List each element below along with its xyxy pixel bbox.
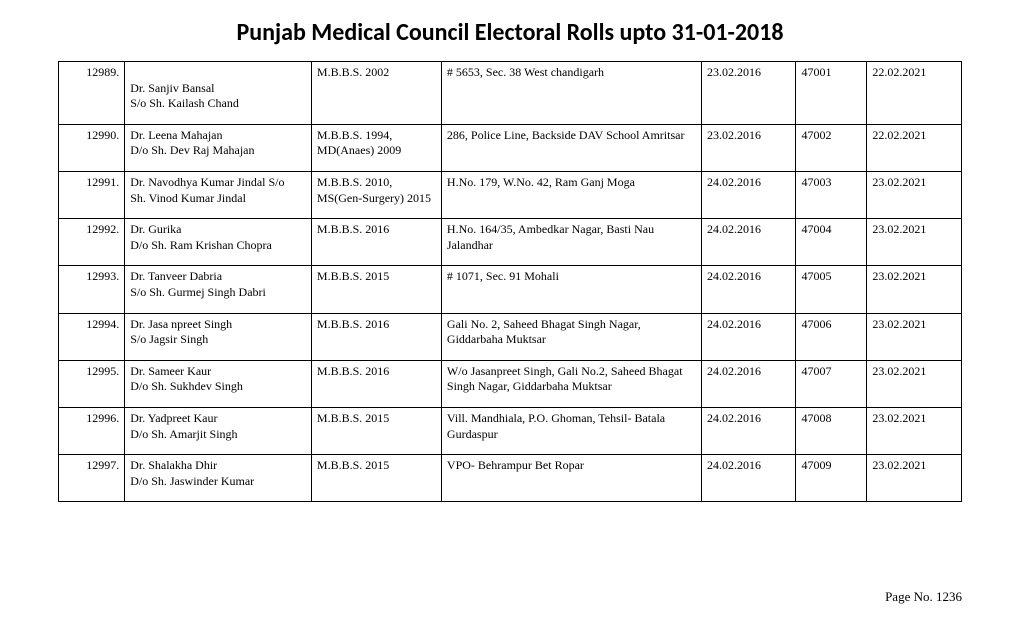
table-row: 12996.Dr. Yadpreet KaurD/o Sh. Amarjit S… (59, 407, 962, 454)
cell-num: 47004 (796, 219, 867, 266)
cell-num: 47006 (796, 313, 867, 360)
table-row: 12993.Dr. Tanveer DabriaS/o Sh. Gurmej S… (59, 266, 962, 313)
cell-qual: M.B.B.S. 2015 (311, 455, 441, 502)
cell-qual: M.B.B.S. 2016 (311, 360, 441, 407)
cell-d1: 24.02.2016 (701, 407, 796, 454)
cell-addr: Vill. Mandhiala, P.O. Ghoman, Tehsil- Ba… (441, 407, 701, 454)
page: Punjab Medical Council Electoral Rolls u… (0, 0, 1020, 619)
cell-qual: M.B.B.S. 2015 (311, 266, 441, 313)
cell-d2: 23.02.2021 (867, 266, 962, 313)
cell-d1: 24.02.2016 (701, 313, 796, 360)
cell-d2: 22.02.2021 (867, 124, 962, 171)
cell-num: 47003 (796, 171, 867, 218)
cell-num: 47009 (796, 455, 867, 502)
cell-d2: 23.02.2021 (867, 219, 962, 266)
cell-addr: W/o Jasanpreet Singh, Gali No.2, Saheed … (441, 360, 701, 407)
cell-qual: M.B.B.S. 2010, MS(Gen-Surgery) 2015 (311, 171, 441, 218)
cell-sr: 12992. (59, 219, 125, 266)
cell-d2: 23.02.2021 (867, 313, 962, 360)
cell-addr: H.No. 179, W.No. 42, Ram Ganj Moga (441, 171, 701, 218)
cell-d1: 23.02.2016 (701, 62, 796, 125)
table-row: 12991.Dr. Navodhya Kumar Jindal S/oSh. V… (59, 171, 962, 218)
cell-name: Dr. Navodhya Kumar Jindal S/oSh. Vinod K… (125, 171, 312, 218)
cell-num: 47008 (796, 407, 867, 454)
electoral-table: 12989.Dr. Sanjiv BansalS/o Sh. Kailash C… (58, 61, 962, 502)
table-row: 12997.Dr. Shalakha DhirD/o Sh. Jaswinder… (59, 455, 962, 502)
cell-d1: 24.02.2016 (701, 360, 796, 407)
cell-d2: 23.02.2021 (867, 455, 962, 502)
cell-num: 47005 (796, 266, 867, 313)
cell-qual: M.B.B.S. 2016 (311, 313, 441, 360)
cell-name: Dr. GurikaD/o Sh. Ram Krishan Chopra (125, 219, 312, 266)
cell-sr: 12995. (59, 360, 125, 407)
table-row: 12990.Dr. Leena MahajanD/o Sh. Dev Raj M… (59, 124, 962, 171)
cell-sr: 12996. (59, 407, 125, 454)
cell-num: 47002 (796, 124, 867, 171)
cell-sr: 12997. (59, 455, 125, 502)
cell-name: Dr. Sanjiv BansalS/o Sh. Kailash Chand (125, 62, 312, 125)
table-row: 12992.Dr. GurikaD/o Sh. Ram Krishan Chop… (59, 219, 962, 266)
table-row: 12995.Dr. Sameer KaurD/o Sh. Sukhdev Sin… (59, 360, 962, 407)
cell-sr: 12990. (59, 124, 125, 171)
cell-d2: 23.02.2021 (867, 360, 962, 407)
cell-qual: M.B.B.S. 1994, MD(Anaes) 2009 (311, 124, 441, 171)
cell-sr: 12993. (59, 266, 125, 313)
cell-d2: 23.02.2021 (867, 407, 962, 454)
cell-sr: 12994. (59, 313, 125, 360)
cell-d1: 24.02.2016 (701, 455, 796, 502)
cell-d2: 22.02.2021 (867, 62, 962, 125)
cell-num: 47007 (796, 360, 867, 407)
cell-d2: 23.02.2021 (867, 171, 962, 218)
cell-name: Dr. Jasa npreet SinghS/o Jagsir Singh (125, 313, 312, 360)
cell-addr: H.No. 164/35, Ambedkar Nagar, Basti Nau … (441, 219, 701, 266)
cell-addr: 286, Police Line, Backside DAV School Am… (441, 124, 701, 171)
table-row: 12994.Dr. Jasa npreet SinghS/o Jagsir Si… (59, 313, 962, 360)
cell-addr: # 5653, Sec. 38 West chandigarh (441, 62, 701, 125)
cell-sr: 12989. (59, 62, 125, 125)
cell-qual: M.B.B.S. 2015 (311, 407, 441, 454)
cell-d1: 24.02.2016 (701, 171, 796, 218)
cell-addr: # 1071, Sec. 91 Mohali (441, 266, 701, 313)
table-row: 12989.Dr. Sanjiv BansalS/o Sh. Kailash C… (59, 62, 962, 125)
cell-qual: M.B.B.S. 2002 (311, 62, 441, 125)
cell-name: Dr. Tanveer DabriaS/o Sh. Gurmej Singh D… (125, 266, 312, 313)
page-number: Page No. 1236 (885, 589, 962, 605)
cell-d1: 24.02.2016 (701, 266, 796, 313)
page-title: Punjab Medical Council Electoral Rolls u… (58, 18, 962, 47)
cell-d1: 23.02.2016 (701, 124, 796, 171)
cell-num: 47001 (796, 62, 867, 125)
cell-sr: 12991. (59, 171, 125, 218)
cell-qual: M.B.B.S. 2016 (311, 219, 441, 266)
cell-name: Dr. Sameer KaurD/o Sh. Sukhdev Singh (125, 360, 312, 407)
cell-addr: Gali No. 2, Saheed Bhagat Singh Nagar, G… (441, 313, 701, 360)
cell-name: Dr. Yadpreet KaurD/o Sh. Amarjit Singh (125, 407, 312, 454)
cell-name: Dr. Leena MahajanD/o Sh. Dev Raj Mahajan (125, 124, 312, 171)
cell-name: Dr. Shalakha DhirD/o Sh. Jaswinder Kumar (125, 455, 312, 502)
cell-addr: VPO- Behrampur Bet Ropar (441, 455, 701, 502)
cell-d1: 24.02.2016 (701, 219, 796, 266)
